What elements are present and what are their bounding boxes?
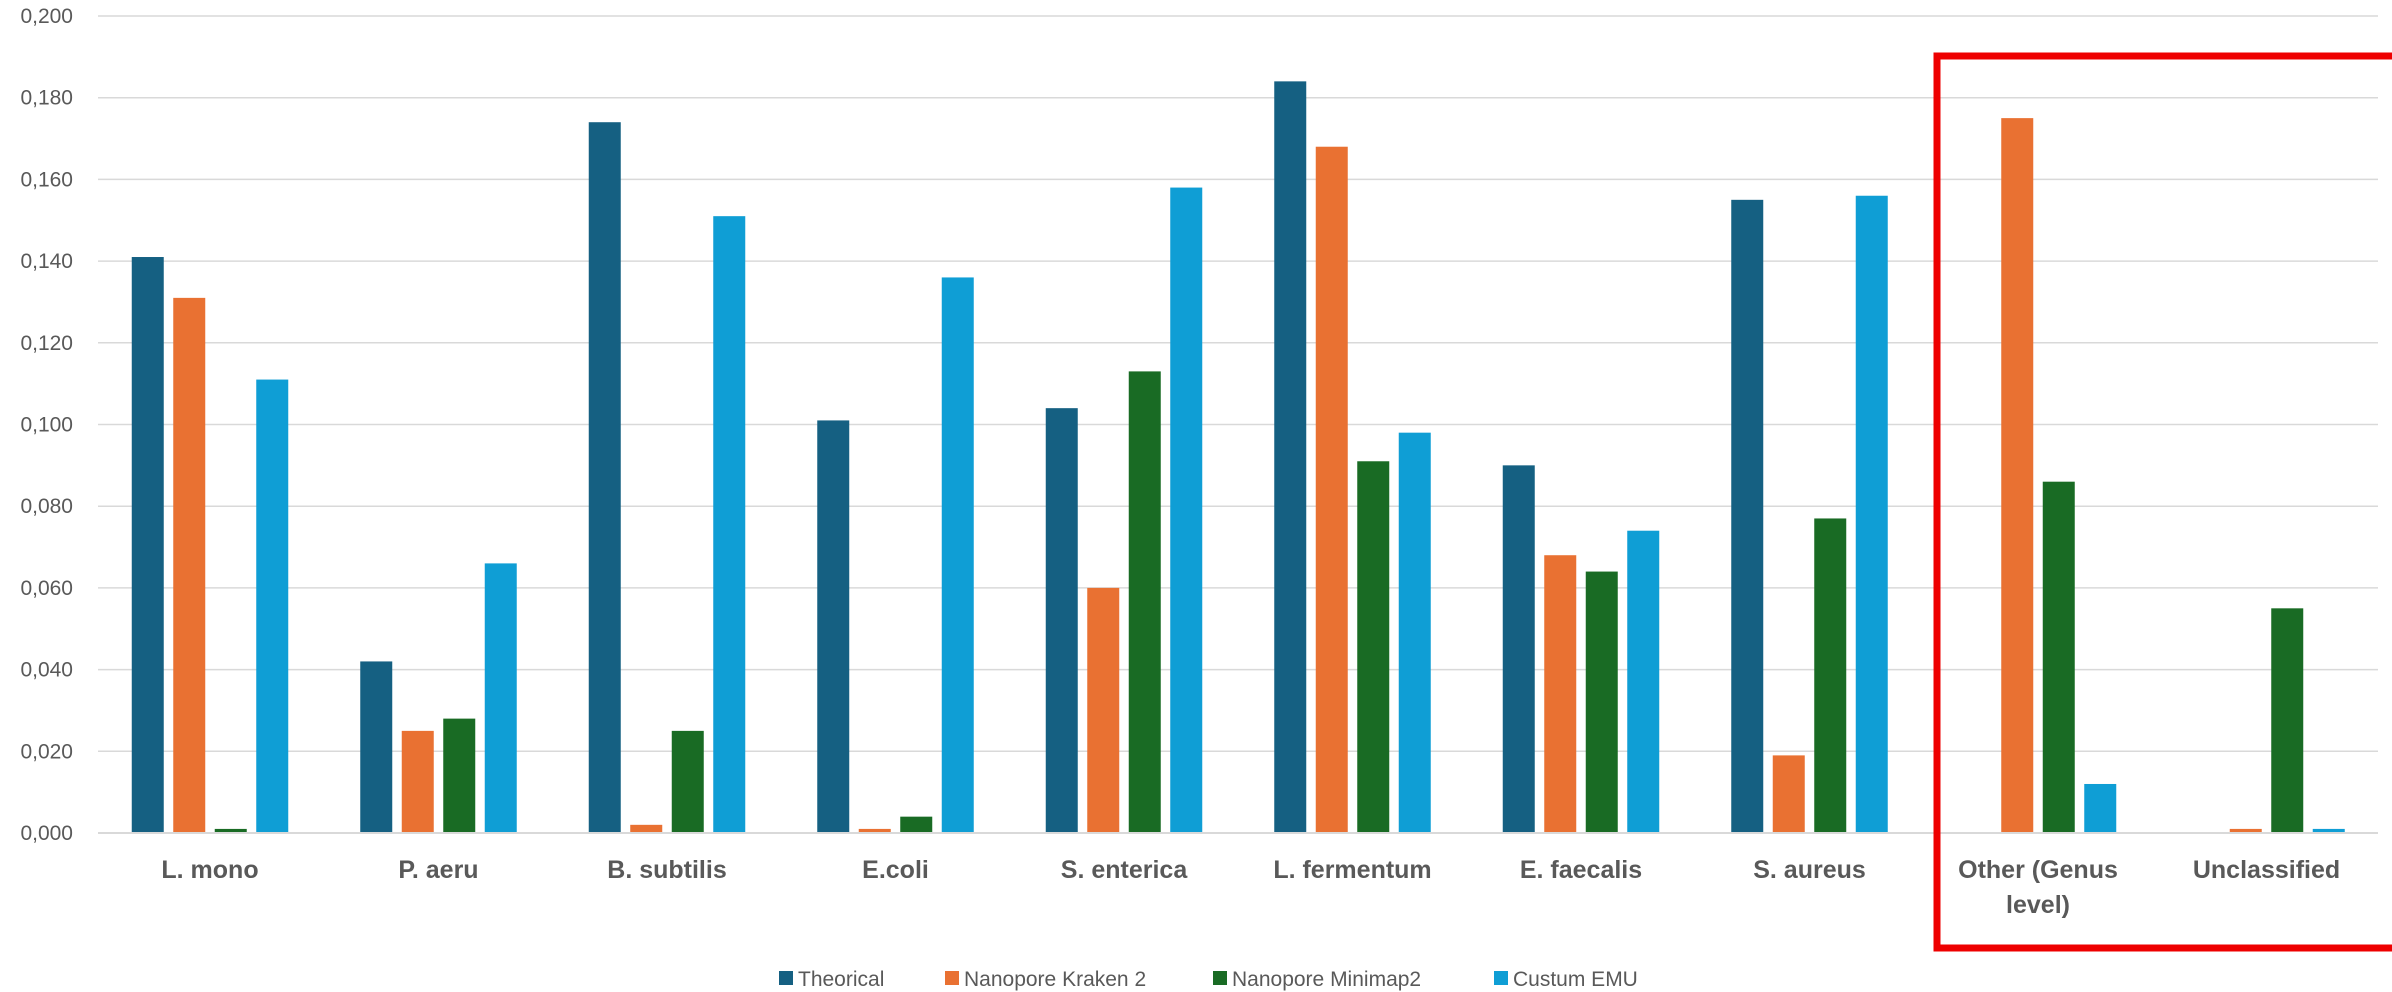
y-tick-label: 0,160 (20, 168, 73, 191)
category-labels: L. mono P. aeru B. subtilis E.coli S. enteri… (161, 856, 2340, 919)
x-tick-label: P. aeru (398, 856, 478, 884)
y-tick-label: 0,120 (20, 332, 73, 355)
bar-nanopore-kraken-2-0 (173, 297, 206, 833)
bar-custum-emu-4 (1170, 187, 1203, 833)
x-tick-label: S. aureus (1753, 856, 1866, 884)
legend: Theorical Nanopore Kraken 2 Nanopore Minim… (779, 968, 1638, 991)
bar-theorical-4 (1045, 408, 1078, 833)
x-tick-label: L. mono (161, 856, 258, 884)
y-tick-label: 0,200 (20, 5, 73, 28)
y-tick-label: 0,080 (20, 495, 73, 518)
bar-custum-emu-6 (1627, 530, 1660, 833)
bar-custum-emu-5 (1398, 432, 1431, 833)
highlight-rectangle (1933, 52, 2392, 952)
legend-swatch (1213, 971, 1227, 985)
legend-label: Custum EMU (1513, 968, 1638, 991)
x-tick-label: Unclassified (2193, 856, 2340, 884)
bar-custum-emu-3 (941, 277, 974, 833)
y-tick-label: 0,180 (20, 87, 73, 110)
y-tick-label: 0,020 (20, 740, 73, 763)
x-tick-label: L. fermentum (1273, 856, 1431, 884)
y-tick-label: 0,000 (20, 822, 73, 845)
bar-nanopore-minimap2-9 (2271, 608, 2304, 833)
legend-label: Nanopore Kraken 2 (964, 968, 1146, 991)
legend-label: Theorical (798, 968, 884, 991)
bar-nanopore-kraken-2-5 (1315, 146, 1348, 834)
bar-theorical-2 (588, 122, 621, 833)
bar-nanopore-minimap2-3 (900, 816, 933, 833)
bar-custum-emu-1 (484, 563, 517, 833)
bar-nanopore-kraken-2-2 (630, 824, 663, 833)
bar-custum-emu-8 (2084, 783, 2117, 833)
legend-swatch (779, 971, 793, 985)
bar-nanopore-minimap2-7 (1814, 518, 1847, 833)
y-tick-label: 0,060 (20, 577, 73, 600)
legend-swatch (945, 971, 959, 985)
bar-nanopore-minimap2-1 (443, 718, 476, 833)
bar-nanopore-kraken-2-8 (2001, 118, 2034, 833)
bar-nanopore-minimap2-5 (1357, 461, 1390, 833)
bar-nanopore-kraken-2-9 (2229, 828, 2262, 833)
highlight-box (1933, 52, 2392, 952)
bar-nanopore-minimap2-4 (1128, 371, 1161, 833)
bar-custum-emu-9 (2312, 828, 2345, 833)
bar-nanopore-minimap2-2 (671, 730, 704, 833)
x-tick-label: E. faecalis (1520, 856, 1642, 884)
y-tick-label: 0,100 (20, 414, 73, 437)
bar-nanopore-kraken-2-7 (1772, 755, 1805, 833)
legend-swatch (1494, 971, 1508, 985)
bar-nanopore-kraken-2-3 (858, 828, 891, 833)
bars (131, 81, 2345, 834)
x-tick-label: B. subtilis (607, 856, 726, 884)
bar-theorical-6 (1502, 465, 1535, 833)
x-tick-label: Other (Genus (1958, 856, 2118, 884)
bar-nanopore-kraken-2-1 (401, 730, 434, 833)
bar-theorical-0 (131, 257, 164, 833)
y-axis-ticks: 0,000 0,020 0,040 0,060 0,080 0,100 0,120 0,140… (20, 5, 73, 845)
gridlines (98, 15, 2378, 753)
y-tick-label: 0,140 (20, 250, 73, 273)
x-tick-label: E.coli (862, 856, 929, 884)
bar-custum-emu-7 (1855, 195, 1888, 834)
bar-custum-emu-0 (256, 379, 289, 833)
bar-custum-emu-2 (713, 216, 746, 834)
x-tick-label: level) (2006, 891, 2070, 919)
x-tick-label: S. enterica (1061, 856, 1189, 884)
bar-nanopore-minimap2-8 (2042, 481, 2075, 833)
bar-nanopore-minimap2-0 (214, 828, 247, 833)
bar-theorical-7 (1731, 199, 1764, 833)
bar-theorical-5 (1274, 81, 1307, 834)
bar-nanopore-kraken-2-4 (1087, 587, 1120, 833)
bar-theorical-3 (817, 420, 850, 833)
bar-nanopore-minimap2-6 (1585, 571, 1618, 833)
bar-nanopore-kraken-2-6 (1544, 555, 1577, 833)
y-tick-label: 0,040 (20, 659, 73, 682)
legend-label: Nanopore Minimap2 (1232, 968, 1421, 991)
bar-theorical-1 (360, 661, 393, 833)
